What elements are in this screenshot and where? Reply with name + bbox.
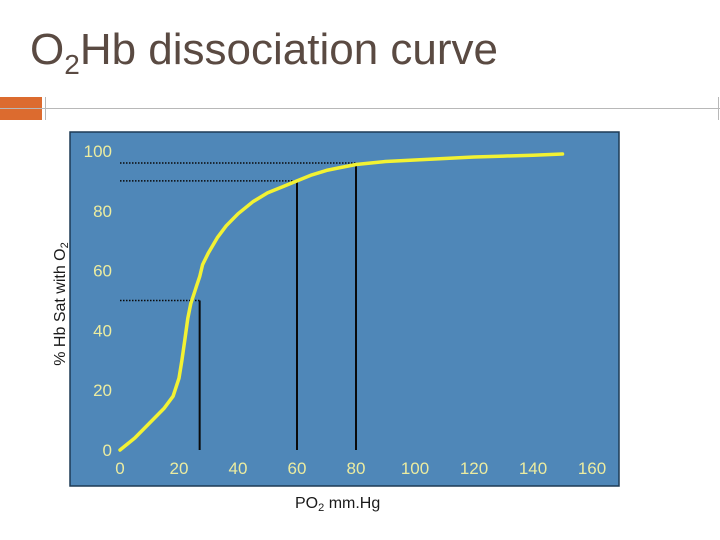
y-tick-label: 20: [93, 381, 112, 400]
title-text: O: [30, 25, 65, 74]
x-axis-label-rest: mm.Hg: [324, 495, 381, 512]
divider-tick-right: [718, 97, 719, 120]
x-tick-label: 160: [578, 459, 606, 478]
title-rest: Hb dissociation curve: [79, 25, 499, 74]
x-tick-label: 0: [115, 459, 124, 478]
x-tick-label: 20: [170, 459, 189, 478]
x-axis-label: PO2 mm.Hg: [295, 494, 380, 514]
divider-tick-left: [45, 97, 46, 120]
slide-title: O2Hb dissociation curve: [30, 22, 499, 80]
y-tick-label: 100: [84, 142, 112, 161]
saturation-curve: [118, 152, 565, 452]
title-subscript: 2: [64, 49, 80, 80]
y-axis-label-text: % Hb Sat with O: [52, 248, 69, 366]
x-tick-label: 60: [288, 459, 307, 478]
x-axis-label-subscript: 2: [318, 502, 325, 514]
x-tick-label: 140: [519, 459, 547, 478]
y-axis-label-subscript: 2: [59, 242, 71, 249]
y-axis-label: % Hb Sat with O2: [51, 242, 71, 366]
x-tick-label: 120: [460, 459, 488, 478]
y-tick-label: 0: [103, 441, 112, 460]
x-axis-label-text: PO: [295, 495, 319, 512]
plot-area: [69, 131, 620, 487]
x-tick-label: 40: [229, 459, 248, 478]
x-tick-label: 80: [347, 459, 366, 478]
x-tick-label: 100: [401, 459, 429, 478]
y-tick-label: 40: [93, 321, 112, 340]
header-divider: [0, 108, 720, 109]
y-tick-label: 80: [93, 202, 112, 221]
y-tick-label: 60: [93, 262, 112, 281]
